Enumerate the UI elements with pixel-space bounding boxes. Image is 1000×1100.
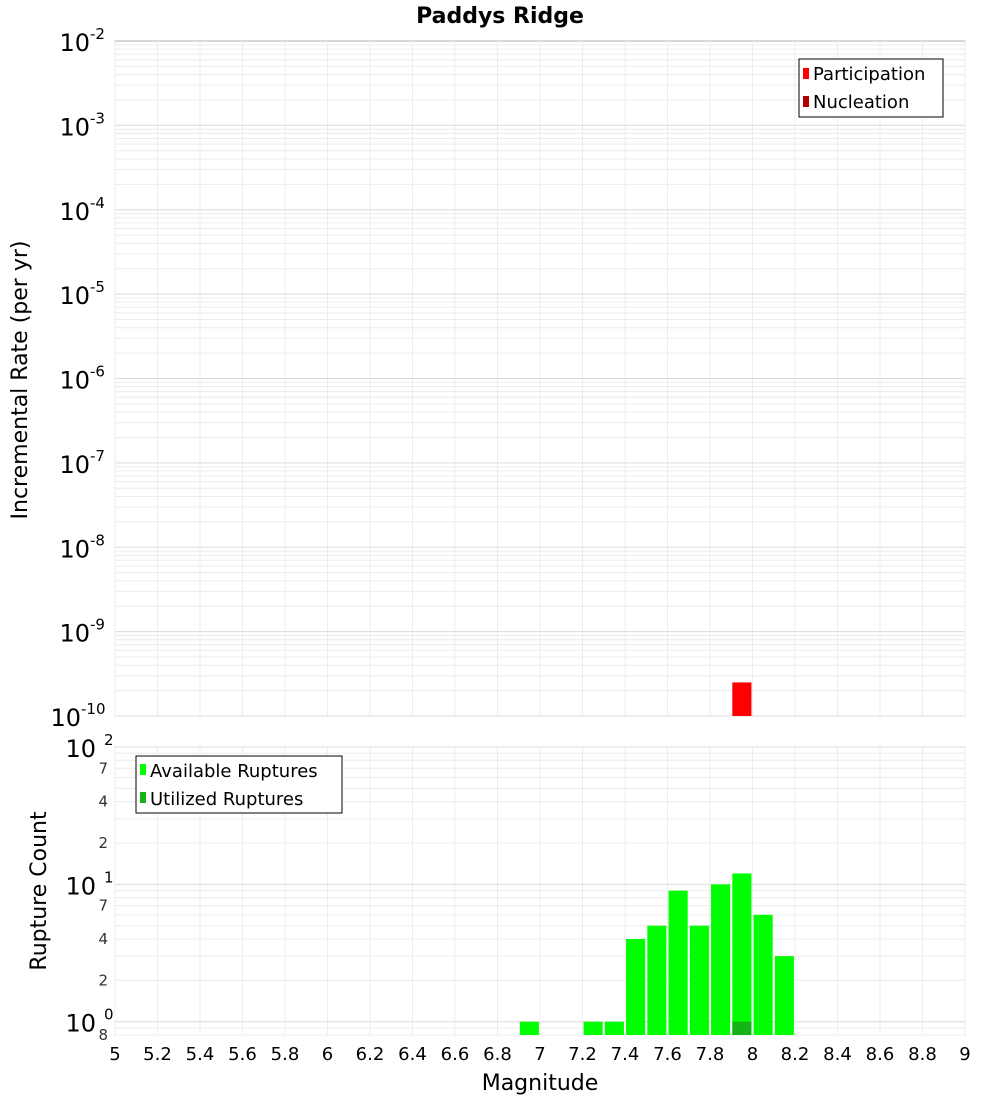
legend-swatch-nucleation [803,96,809,107]
x-tick-label: 8 [747,1044,758,1065]
y-tick-exponent: -8 [90,531,105,549]
top-legend: Participation Nucleation [798,58,944,118]
x-tick-label: 7.6 [653,1044,682,1065]
bar-available-ruptures [647,925,667,1035]
y-tick-exponent: -2 [90,25,105,43]
x-tick-label: 8.6 [866,1044,895,1065]
y-tick-label: 10 [59,451,90,479]
y-tick-label: 10 [65,1010,96,1038]
x-tick-label: 5.4 [186,1044,215,1065]
y-tick-exponent: -4 [90,194,105,212]
bottom-plot-y-ticks: 10 2 10 1 10 0 7 4 2 7 4 2 8 [65,731,113,1044]
bar-available-ruptures [519,1021,539,1035]
x-tick-label: 8.4 [823,1044,852,1065]
top-y-axis-label: Incremental Rate (per yr) [8,241,33,520]
bar-utilized-ruptures [732,1021,752,1035]
bar-available-ruptures [626,939,646,1035]
y-tick-label: 10 [59,620,90,648]
x-tick-label: 6.2 [356,1044,385,1065]
top-legend-box [798,58,944,118]
legend-swatch-participation [803,68,809,79]
x-tick-label: 7.2 [568,1044,597,1065]
y-tick-label: 10 [50,704,81,732]
x-tick-label: 5.6 [228,1044,257,1065]
top-plot-y-ticks: 10-210-310-410-510-610-710-810-910-10 [50,25,105,732]
x-tick-label: 8.2 [781,1044,810,1065]
x-tick-label: 6.4 [398,1044,427,1065]
top-plot-grid [114,41,966,717]
legend-swatch-utilized [140,792,146,803]
x-tick-label: 7.4 [611,1044,640,1065]
top-plot-bars [732,682,752,716]
y-tick-label: 10 [59,282,90,310]
bottom-plot-bars [519,873,794,1035]
y-tick-exponent: 0 [104,1006,114,1024]
y-tick-label: 10 [65,872,96,900]
legend-label-utilized: Utilized Ruptures [150,789,303,810]
y-minor-tick-label: 4 [98,793,108,811]
x-tick-label: 7 [534,1044,545,1065]
y-minor-tick-label: 4 [98,930,108,948]
y-tick-label: 10 [59,113,90,141]
y-tick-label: 10 [65,735,96,763]
y-minor-tick-label: 7 [98,759,108,777]
x-tick-label: 9 [959,1044,970,1065]
y-tick-label: 10 [59,198,90,226]
x-tick-label: 7.8 [696,1044,725,1065]
x-tick-label: 6.8 [483,1044,512,1065]
bar-available-ruptures [753,914,773,1035]
x-tick-label: 6 [322,1044,333,1065]
y-tick-exponent: -5 [90,278,105,296]
y-tick-label: 10 [59,535,90,563]
x-tick-label: 5.8 [271,1044,300,1065]
y-tick-exponent: 2 [104,731,114,749]
y-tick-label: 10 [59,367,90,395]
bottom-legend-box [135,755,343,814]
x-tick-label: 6.6 [441,1044,470,1065]
y-minor-tick-label: 2 [98,971,108,989]
x-axis-label: Magnitude [482,1071,599,1096]
y-minor-tick-label: 2 [98,834,108,852]
y-tick-exponent: -3 [90,109,105,127]
bar-available-ruptures [711,884,731,1035]
bar-available-ruptures [689,925,709,1035]
x-tick-label: 8.8 [908,1044,937,1065]
bottom-plot-x-ticks: 5 5.2 5.4 5.6 5.8 6 6.2 6.4 6.6 6.8 7 7.2 7.4 7.6 7.8 8… [109,1044,970,1065]
bar-available-ruptures [668,890,688,1035]
x-tick-label: 5 [109,1044,120,1065]
y-tick-exponent: 1 [104,868,114,886]
y-tick-exponent: -6 [90,363,105,381]
y-minor-tick-label: 8 [98,1026,108,1044]
legend-label-available: Available Ruptures [150,761,318,782]
y-minor-tick-label: 7 [98,897,108,915]
bar-available-ruptures [583,1021,603,1035]
y-tick-exponent: -10 [81,700,106,718]
x-tick-label: 5.2 [143,1044,172,1065]
legend-label-participation: Participation [813,64,925,85]
bar-available-ruptures [732,873,752,1035]
bar-available-ruptures [604,1021,624,1035]
bottom-y-axis-label: Rupture Count [27,811,52,971]
bottom-legend: Available Ruptures Utilized Ruptures [135,755,343,814]
bar-participation [732,682,752,716]
y-tick-label: 10 [59,29,90,57]
chart-title: Paddys Ridge [416,4,584,29]
legend-swatch-available [140,764,146,775]
legend-label-nucleation: Nucleation [813,92,909,113]
y-tick-exponent: -9 [90,616,105,634]
y-tick-exponent: -7 [90,447,105,465]
bar-available-ruptures [774,956,794,1035]
